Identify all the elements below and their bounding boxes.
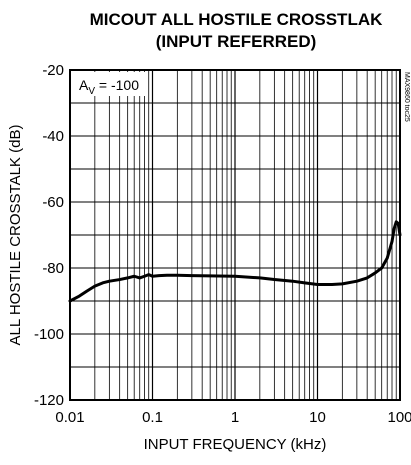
x-axis-label: INPUT FREQUENCY (kHz)	[144, 436, 327, 453]
y-axis-label: ALL HOSTILE CROSSTALK (dB)	[7, 125, 24, 346]
annotation-box	[72, 72, 146, 96]
gain-annotation-main: A	[79, 77, 89, 93]
gain-annotation-sub: V	[88, 86, 95, 97]
gain-annotation: AV = -100	[79, 77, 139, 97]
series	[68, 220, 402, 303]
x-tick-label: 100	[387, 409, 411, 426]
grid	[70, 70, 400, 400]
gain-annotation-rest: = -100	[95, 77, 139, 93]
y-tick-label: -60	[42, 194, 64, 211]
y-tick-label: -20	[42, 62, 64, 79]
part-code: MAX9860 toc25	[403, 72, 410, 122]
y-tick-labels: -20 -40 -60 -80 -100 -120	[34, 62, 64, 409]
y-tick-label: -120	[34, 392, 64, 409]
y-tick-label: -80	[42, 260, 64, 277]
x-tick-label: 0.01	[55, 409, 84, 426]
chart-title-line-2: (INPUT REFERRED)	[156, 32, 317, 51]
crosstalk-series-line	[68, 220, 402, 303]
x-tick-label: 1	[231, 409, 239, 426]
x-tick-labels: 0.01 0.1 1 10 100	[55, 409, 411, 426]
chart-title-line-1: MICOUT ALL HOSTILE CROSSTLAK	[90, 10, 383, 29]
y-tick-label: -40	[42, 128, 64, 145]
x-tick-label: 0.1	[142, 409, 163, 426]
x-tick-label: 10	[309, 409, 326, 426]
y-tick-label: -100	[34, 326, 64, 343]
